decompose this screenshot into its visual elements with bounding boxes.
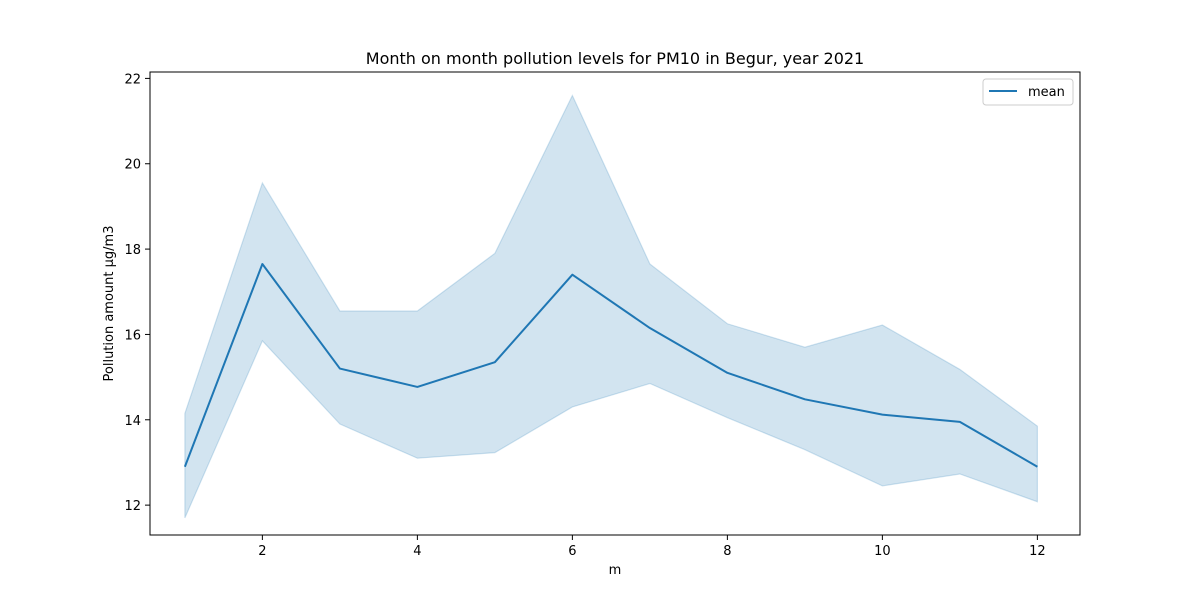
x-axis-label: m: [609, 563, 622, 578]
y-axis-ticks: 12 14 16 18 20 22: [124, 72, 150, 514]
x-tick-label: 6: [568, 544, 576, 559]
y-tick-label: 20: [124, 158, 141, 173]
x-tick-label: 12: [1029, 544, 1046, 559]
y-tick-label: 22: [124, 72, 141, 87]
x-tick-label: 10: [874, 544, 891, 559]
y-tick-label: 18: [124, 243, 141, 258]
x-tick-label: 8: [723, 544, 731, 559]
x-tick-label: 2: [258, 544, 266, 559]
legend-label-mean: mean: [1028, 85, 1065, 100]
chart-title: Month on month pollution levels for PM10…: [366, 49, 864, 68]
x-tick-label: 4: [413, 544, 421, 559]
legend-box: [982, 78, 1074, 106]
series-line-layer: [183, 263, 1038, 468]
y-tick-label: 14: [124, 414, 141, 429]
x-axis-ticks: 2 4 6 8 10 12: [258, 535, 1046, 559]
legend: mean: [982, 78, 1074, 106]
y-axis-label: Pollution amount μg/m3: [102, 226, 117, 382]
plot-frame: [149, 71, 1081, 536]
y-tick-label: 12: [124, 499, 141, 514]
series-line-mean: [183, 263, 1038, 468]
y-tick-label: 16: [124, 328, 141, 343]
confidence-band: [184, 94, 1038, 519]
confidence-band-layer: [184, 94, 1038, 519]
